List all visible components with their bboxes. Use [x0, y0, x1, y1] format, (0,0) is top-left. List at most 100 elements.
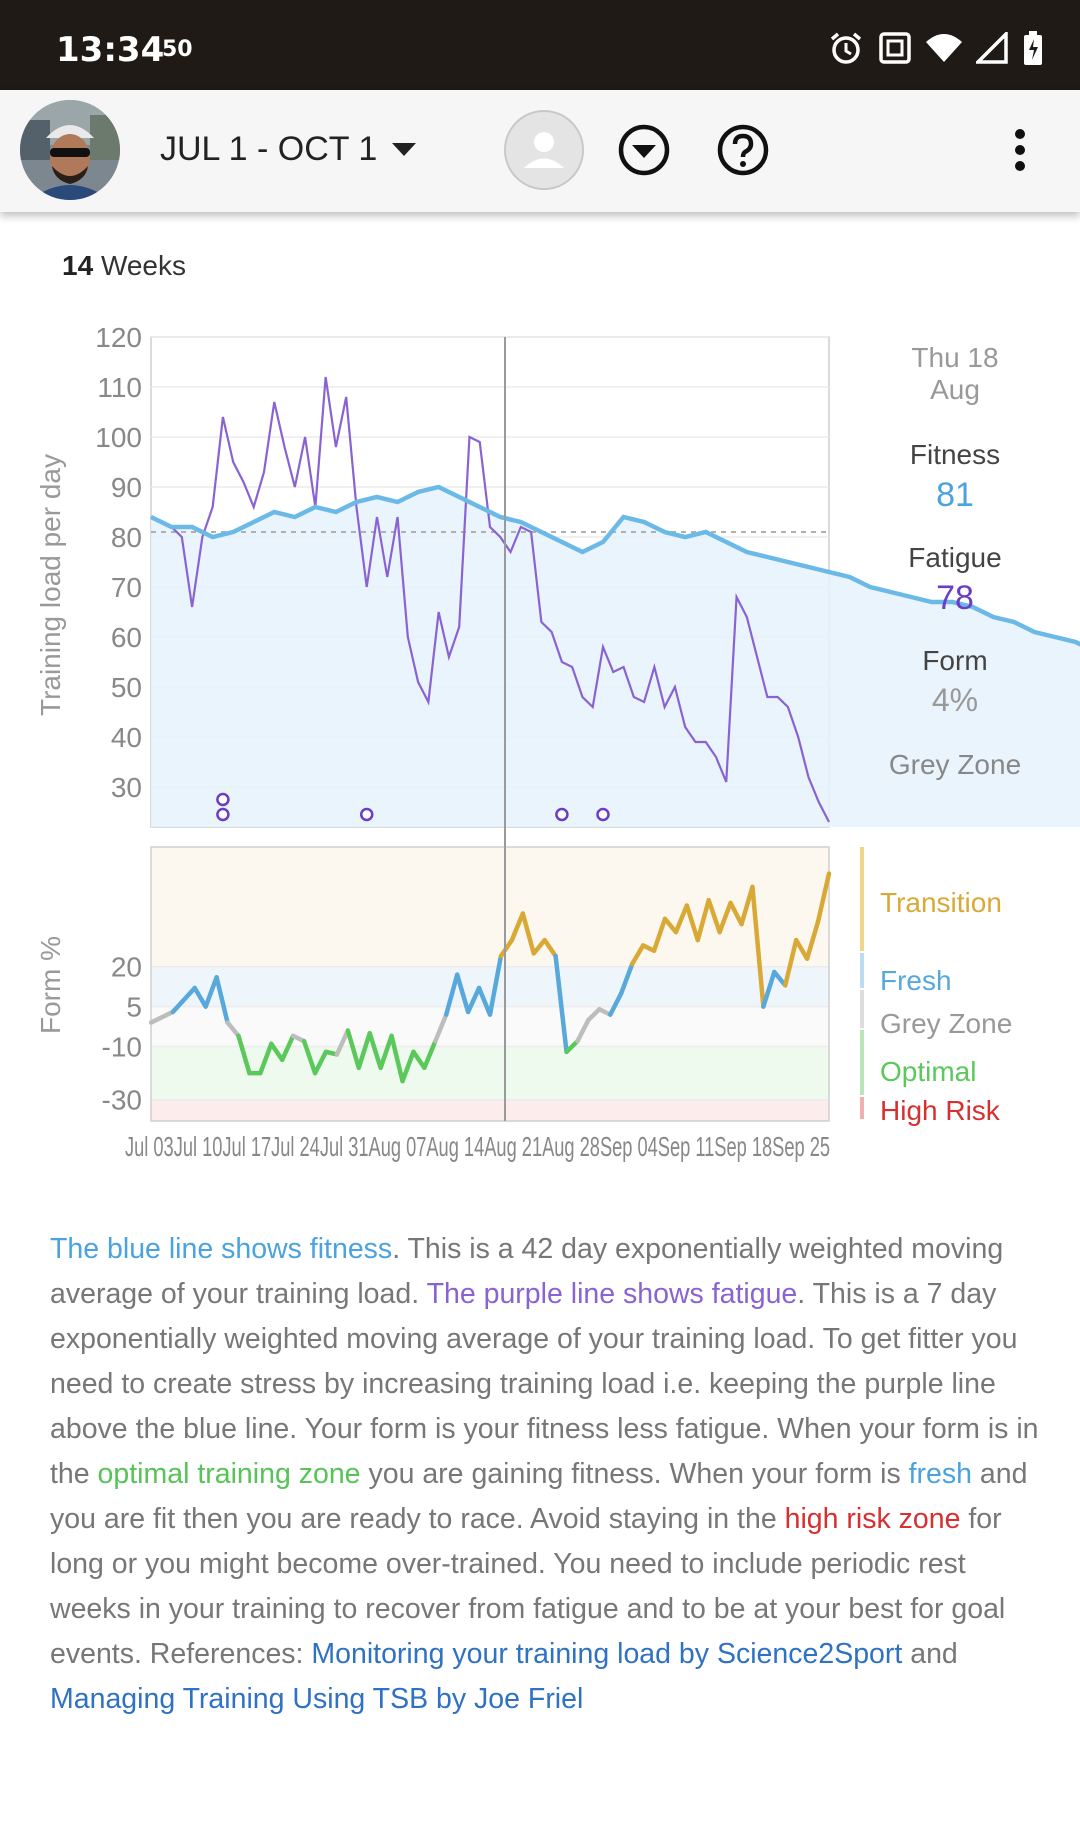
form-segment [804, 919, 821, 961]
fitness-area [151, 487, 1080, 827]
zone-legend: Transition Fresh Grey Zone Optimal High Risk [860, 847, 1012, 1126]
x-axis-tick-labels: Jul 03Jul 10Jul 17Jul 24Jul 31Aug 07Aug … [125, 1131, 830, 1162]
purple-line-text: The purple line shows fatigue [426, 1278, 798, 1310]
form-segment [312, 1049, 329, 1076]
zone-label: Grey Zone [889, 749, 1021, 780]
form-segment [279, 1033, 296, 1063]
form-segment [367, 1030, 383, 1071]
selected-date-day: Thu 18 [911, 342, 998, 373]
form-segment [269, 1041, 285, 1063]
y-tick-label: -10 [102, 1032, 142, 1063]
zone-legend-bar [860, 1030, 864, 1095]
filter-button[interactable] [618, 124, 670, 181]
zone-legend-bar [860, 953, 864, 988]
high-risk-text: high risk zone [784, 1503, 961, 1535]
activity-marker[interactable] [216, 807, 230, 822]
form-segment [444, 972, 460, 1017]
y-tick-label: 70 [111, 572, 142, 603]
date-range-selector[interactable]: JUL 1 - OCT 1 [160, 130, 417, 169]
zone-legend-bar [860, 1097, 864, 1119]
explanation-part: . This is a 42 day exponentially weighte… [50, 1233, 1004, 1310]
form-segment [706, 897, 722, 935]
form-segment [225, 1020, 241, 1039]
zone-band [151, 1046, 829, 1100]
athlete-button[interactable] [503, 109, 585, 196]
zone-legend-bar [860, 847, 864, 951]
joe-friel-link[interactable]: Managing Training Using TSB by Joe Friel [50, 1683, 584, 1715]
bottom-plot-area [150, 846, 830, 1122]
status-notification: 50 [162, 37, 193, 62]
zone-band [151, 1099, 829, 1121]
more-menu-button[interactable] [1006, 126, 1034, 179]
nfc-icon [879, 32, 911, 64]
zone-band [151, 847, 829, 967]
form-segment [553, 953, 569, 1055]
fatigue-value: 78 [936, 579, 974, 617]
explanation-part: . This is a 7 day exponentially weighted… [50, 1278, 1039, 1490]
training-load-chart[interactable]: 120 110 100 90 80 70 60 50 40 30 Training load pe… [0, 300, 1080, 1180]
form-segment [236, 1033, 252, 1076]
form-segment [739, 884, 755, 927]
more-vert-icon [1015, 129, 1025, 171]
form-segment [662, 916, 679, 935]
activity-marker[interactable] [555, 807, 569, 822]
activity-markers [216, 792, 610, 822]
form-segment [301, 1038, 318, 1076]
zone-legend-bar [860, 990, 864, 1028]
form-segment [422, 1038, 438, 1071]
help-circle-icon [717, 124, 769, 176]
y-tick-label: 30 [111, 772, 142, 803]
form-segment [170, 985, 197, 1015]
form-segment [400, 1049, 416, 1084]
form-segment [651, 916, 668, 953]
y-tick-label: 40 [111, 722, 142, 753]
fatigue-label: Fatigue [908, 542, 1001, 573]
form-segment [345, 1028, 362, 1071]
selected-date-month: Aug [930, 374, 980, 405]
explanation-text: The blue line shows fitness. This is a 4… [50, 1227, 1040, 1722]
explanation-part: and you are fit then you are ready to ra… [50, 1458, 1028, 1535]
person-icon [504, 110, 584, 190]
form-segment [334, 1028, 351, 1057]
form-zones [151, 847, 829, 1121]
bottom-y-axis-label: Form % [35, 936, 66, 1034]
explanation-part: for long or you might become over-traine… [50, 1503, 1006, 1670]
form-value: 4% [932, 682, 978, 718]
form-segment [608, 991, 624, 1017]
form-segment [793, 937, 810, 961]
caret-down-icon [392, 142, 417, 156]
side-panel: Thu 18 Aug Fitness 81 Fatigue 78 Form 4%… [889, 342, 1021, 780]
form-segment [465, 985, 482, 1015]
status-time: 13:34 [56, 30, 165, 70]
form-segment [378, 1033, 394, 1071]
y-tick-label: 5 [126, 992, 142, 1023]
top-y-axis: 120 110 100 90 80 70 60 50 40 30 [95, 322, 142, 803]
form-segment [148, 1009, 176, 1025]
activity-marker[interactable] [596, 807, 610, 822]
form-segment [498, 937, 515, 959]
science2sport-link[interactable]: Monitoring your training load by Science… [311, 1638, 903, 1670]
help-button[interactable] [717, 124, 769, 181]
form-segment [476, 985, 493, 1017]
y-tick-label: 110 [97, 372, 142, 403]
y-tick-label: 80 [111, 522, 142, 553]
explanation-part: you are gaining fitness. When your form … [360, 1458, 909, 1490]
activity-marker[interactable] [216, 792, 230, 807]
form-segment [783, 937, 799, 988]
fitness-value: 81 [936, 476, 974, 514]
fresh-text: fresh [908, 1458, 973, 1490]
chevron-circle-down-icon [618, 124, 670, 176]
form-segment [509, 911, 526, 943]
form-segment [389, 1033, 405, 1084]
y-tick-label: 120 [95, 322, 142, 353]
app-bar: JUL 1 - OCT 1 [0, 90, 1080, 212]
form-segment [531, 937, 547, 956]
signal-icon [976, 32, 1008, 64]
form-segment [629, 943, 646, 967]
avatar[interactable] [20, 100, 120, 200]
battery-icon [1024, 31, 1042, 65]
y-tick-label: 50 [111, 672, 142, 703]
activity-marker[interactable] [359, 807, 374, 822]
zone-band [151, 966, 829, 1007]
form-segment [586, 1007, 602, 1023]
